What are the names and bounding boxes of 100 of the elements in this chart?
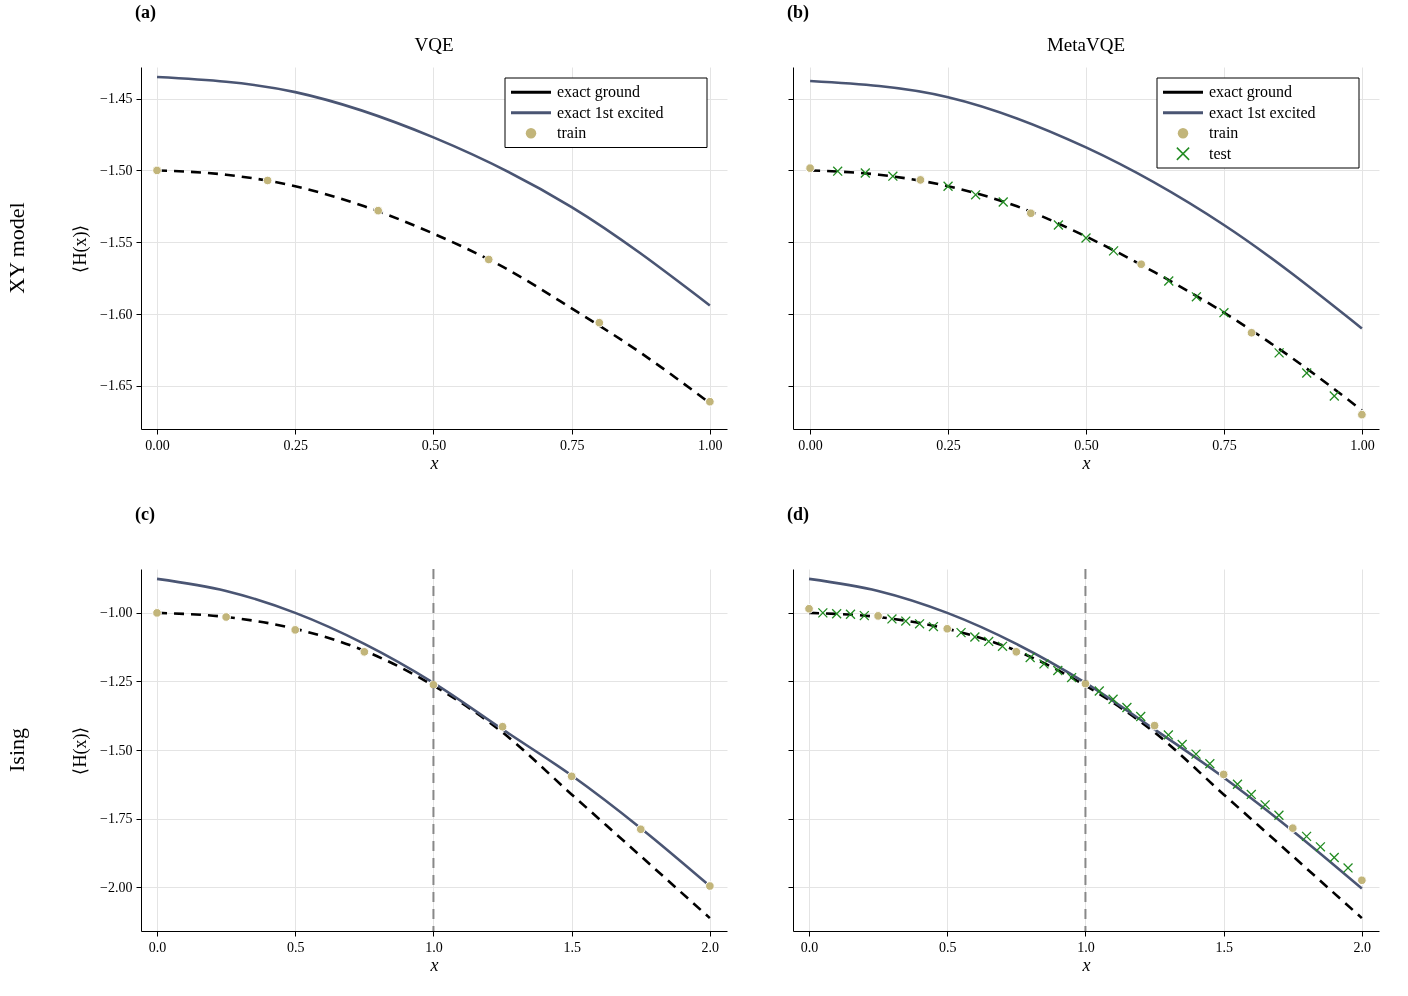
point [1163, 729, 1174, 741]
x-tick-label: 0.0 [148, 939, 167, 955]
y-tick-label: −2.00 [100, 879, 133, 895]
point [1246, 789, 1257, 800]
point [1066, 672, 1077, 683]
point [928, 621, 939, 632]
y-tick-label: −1.45 [100, 91, 133, 107]
point [1357, 875, 1367, 886]
x-tick-label: 1.00 [698, 437, 723, 453]
point [1011, 647, 1022, 657]
point [262, 175, 273, 186]
point [1135, 711, 1146, 722]
x-tick-label: 0.0 [800, 939, 819, 955]
x-tick-label: 0.75 [1212, 437, 1237, 453]
x-tick-label: 0.5 [938, 939, 957, 955]
point [1204, 758, 1215, 769]
legend-label: exact 1st excited [1209, 103, 1316, 121]
point [1190, 748, 1202, 760]
point [1025, 208, 1036, 219]
x-tick-label: 1.00 [1350, 437, 1375, 453]
x-tick-label: 1.5 [1215, 939, 1233, 955]
point [705, 881, 715, 891]
y-axis-title: ⟨H(x)⟩ [70, 224, 92, 273]
point [152, 608, 162, 618]
point [1218, 769, 1229, 780]
point [1232, 779, 1243, 790]
x-tick-label: 1.5 [563, 939, 581, 955]
legend-label: exact ground [557, 83, 641, 102]
point [900, 615, 911, 627]
legend-label: train [557, 124, 587, 142]
x-axis-title: x [429, 954, 439, 975]
y-axis-title: ⟨H(x)⟩ [70, 726, 92, 775]
point [805, 163, 815, 173]
point [1163, 275, 1174, 287]
point [970, 189, 981, 200]
point [817, 607, 828, 618]
y-tick-label: −1.50 [100, 162, 133, 178]
point [373, 205, 383, 216]
point [1121, 702, 1133, 713]
point [1177, 739, 1188, 750]
point [497, 721, 508, 732]
text: (d) [787, 504, 809, 525]
y-tick-label: −1.60 [100, 306, 133, 322]
point [428, 679, 439, 690]
point [566, 771, 577, 782]
point [860, 167, 871, 179]
y-tick-label: −1.25 [100, 673, 133, 689]
legend-label: train [1209, 124, 1239, 142]
point [359, 647, 370, 657]
point [1342, 862, 1354, 874]
point [1038, 658, 1050, 670]
x-axis-title: x [429, 452, 439, 473]
text: (c) [135, 504, 155, 525]
x-tick-label: 1.0 [425, 939, 443, 955]
text: Ising [4, 728, 29, 772]
point [705, 396, 715, 407]
point [887, 171, 898, 182]
text: (b) [787, 2, 809, 23]
x-tick-label: 0.00 [145, 437, 170, 453]
x-tick-label: 2.0 [1353, 939, 1372, 955]
point [635, 824, 646, 835]
legend-label: exact 1st excited [557, 103, 664, 121]
point [997, 641, 1008, 652]
point [873, 611, 883, 621]
x-tick-label: 0.50 [421, 437, 447, 453]
x-tick-label: 0.25 [283, 437, 308, 453]
chart-title: MetaVQE [1046, 34, 1126, 55]
point [1273, 810, 1285, 821]
point [1329, 852, 1340, 863]
y-tick-label: −1.55 [100, 234, 133, 250]
x-tick-label: 1.0 [1077, 939, 1095, 955]
point [915, 175, 926, 185]
legend-label: exact ground [1209, 83, 1293, 102]
point [942, 181, 954, 192]
point [594, 317, 605, 328]
legend-label: test [1209, 144, 1232, 162]
x-axis-title: x [1081, 452, 1091, 473]
point [1246, 327, 1257, 338]
point [859, 610, 870, 621]
point [804, 603, 814, 614]
point [1191, 291, 1202, 302]
point [1301, 831, 1312, 842]
x-tick-label: 0.25 [936, 437, 961, 453]
point [1080, 678, 1091, 689]
point [1107, 694, 1119, 705]
point [1287, 823, 1298, 833]
point [1080, 232, 1092, 244]
point [152, 165, 162, 176]
x-tick-label: 2.0 [701, 939, 720, 955]
point [1259, 799, 1271, 810]
text: (a) [135, 2, 156, 23]
point [1301, 367, 1312, 379]
point [221, 612, 231, 622]
x-tick-label: 0.75 [559, 437, 585, 453]
chart-title: VQE [414, 34, 454, 55]
y-tick-label: −1.50 [100, 742, 133, 758]
y-tick-label: −1.00 [100, 605, 133, 621]
point [1094, 685, 1105, 697]
point [1108, 245, 1119, 256]
point [1053, 219, 1064, 231]
